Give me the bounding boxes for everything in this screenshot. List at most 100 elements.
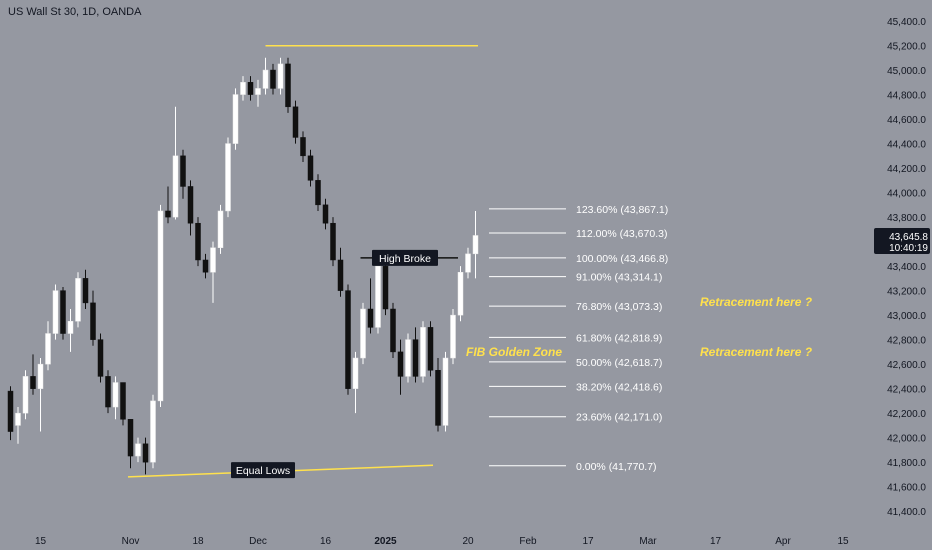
candle-body bbox=[360, 308, 366, 359]
candle-body bbox=[60, 290, 66, 334]
candle-body bbox=[180, 155, 186, 187]
chart-title: US Wall St 30, 1D, OANDA bbox=[8, 6, 142, 18]
time-tick-label: 18 bbox=[192, 536, 204, 547]
candle bbox=[82, 269, 89, 310]
price-tick-label: 42,600.0 bbox=[887, 360, 926, 371]
last-price-badge bbox=[874, 227, 930, 254]
fib-level-label: 76.80% (43,073.3) bbox=[576, 301, 662, 313]
candle bbox=[307, 149, 314, 187]
equal-lows-label: Equal Lows bbox=[236, 465, 290, 477]
candle-body bbox=[330, 222, 336, 261]
candle-body bbox=[300, 137, 306, 157]
candle-body bbox=[90, 302, 96, 340]
candle bbox=[337, 247, 344, 297]
price-tick-label: 42,400.0 bbox=[887, 385, 926, 396]
candle bbox=[427, 321, 434, 377]
candle-body bbox=[52, 290, 59, 334]
fib-level-label: 112.00% (43,670.3) bbox=[576, 228, 667, 240]
candle-body bbox=[427, 327, 434, 371]
candle-body bbox=[397, 351, 404, 377]
candle-body bbox=[435, 370, 441, 426]
time-tick-label: Mar bbox=[639, 536, 657, 547]
candle-body bbox=[412, 339, 419, 377]
candle-body bbox=[240, 82, 246, 95]
fib-levels: 123.60% (43,867.1) 112.00% (43,670.3) 100.… bbox=[489, 204, 668, 473]
candle-body bbox=[217, 210, 224, 248]
candle bbox=[315, 174, 321, 211]
time-tick-label: 17 bbox=[582, 536, 594, 547]
time-tick-label: 17 bbox=[710, 536, 722, 547]
candle bbox=[112, 376, 119, 420]
candle bbox=[187, 180, 194, 236]
candle-body bbox=[442, 357, 449, 426]
candle-body bbox=[247, 82, 254, 95]
price-tick-label: 42,200.0 bbox=[887, 409, 926, 420]
candle-body bbox=[67, 321, 74, 334]
price-tick-label: 44,600.0 bbox=[887, 115, 926, 126]
candle bbox=[52, 284, 59, 340]
candle bbox=[135, 437, 141, 463]
time-tick-label: 16 bbox=[320, 536, 332, 547]
time-tick-label: Apr bbox=[775, 536, 791, 547]
candle bbox=[142, 437, 149, 475]
candle bbox=[172, 106, 179, 220]
candle-body bbox=[157, 210, 164, 402]
candle bbox=[240, 76, 246, 101]
candle-body bbox=[457, 271, 464, 316]
candle bbox=[60, 286, 66, 340]
price-tick-label: 45,200.0 bbox=[887, 42, 926, 53]
candle-body bbox=[172, 155, 179, 218]
candle-body bbox=[232, 94, 239, 144]
price-tick-label: 44,400.0 bbox=[887, 140, 926, 151]
last-price-value: 43,645.8 bbox=[889, 232, 928, 243]
candle-body bbox=[322, 204, 329, 224]
price-tick-label: 43,400.0 bbox=[887, 262, 926, 273]
candle bbox=[352, 351, 359, 414]
candle bbox=[30, 354, 36, 395]
candle bbox=[7, 386, 14, 441]
candle bbox=[195, 217, 201, 267]
candle bbox=[330, 217, 336, 267]
candle bbox=[420, 321, 426, 383]
candle-body bbox=[22, 376, 29, 414]
candle-body bbox=[210, 247, 216, 273]
candle-body bbox=[165, 210, 171, 218]
price-tick-label: 42,000.0 bbox=[887, 434, 926, 445]
candle bbox=[37, 358, 44, 432]
candle bbox=[262, 57, 269, 95]
candle bbox=[390, 302, 396, 359]
candle bbox=[165, 186, 171, 224]
candle-body bbox=[7, 390, 14, 432]
candle-body bbox=[142, 443, 149, 463]
price-tick-label: 41,400.0 bbox=[887, 507, 926, 518]
candle-body bbox=[352, 357, 359, 389]
candle bbox=[412, 327, 419, 383]
high-broke-label: High Broke bbox=[379, 253, 431, 265]
candle-body bbox=[405, 339, 411, 377]
price-tick-label: 43,800.0 bbox=[887, 213, 926, 224]
time-tick-label: 2025 bbox=[374, 536, 397, 547]
candles bbox=[7, 57, 479, 475]
time-tick-label: 20 bbox=[462, 536, 474, 547]
candle bbox=[202, 253, 209, 279]
candle-body bbox=[420, 327, 426, 377]
candle-body bbox=[382, 265, 389, 310]
candle bbox=[127, 419, 134, 469]
candle-body bbox=[262, 69, 269, 89]
candle-body bbox=[45, 333, 51, 365]
candle bbox=[247, 76, 254, 101]
candle bbox=[120, 382, 126, 426]
candle bbox=[360, 302, 366, 365]
candle bbox=[457, 266, 464, 322]
candle-body bbox=[225, 143, 231, 212]
candle bbox=[150, 394, 156, 469]
candle-body bbox=[112, 382, 119, 408]
fib-level-label: 23.60% (42,171.0) bbox=[576, 412, 662, 424]
price-tick-label: 43,200.0 bbox=[887, 287, 926, 298]
candle-body bbox=[187, 186, 194, 224]
candle bbox=[15, 407, 21, 444]
candle-body bbox=[202, 259, 209, 273]
candle bbox=[397, 339, 404, 395]
candle-body bbox=[390, 308, 396, 353]
